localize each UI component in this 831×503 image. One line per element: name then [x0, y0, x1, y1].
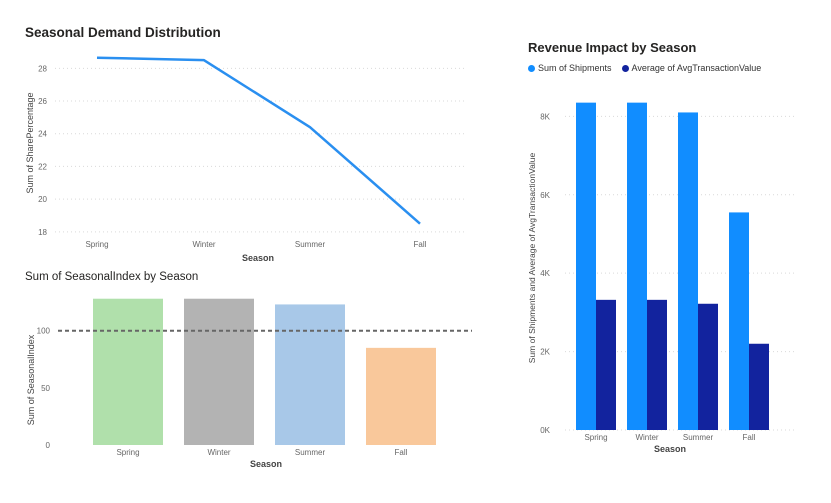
x-tick-label: Summer: [683, 433, 714, 442]
bar-avg-transaction: [596, 299, 616, 430]
y-tick-label: 18: [38, 228, 47, 237]
bar-shipments: [627, 102, 647, 431]
y-tick-label: 0K: [540, 426, 550, 435]
x-tick-label: Winter: [635, 433, 658, 442]
x-axis-title: Season: [654, 444, 686, 454]
x-tick-label: Fall: [395, 448, 408, 457]
x-tick-label: Winter: [207, 448, 230, 457]
y-axis-title: Sum of SeasonalIndex: [26, 334, 36, 425]
y-tick-label: 4K: [540, 269, 550, 278]
clustered-chart-title: Revenue Impact by Season: [528, 40, 697, 55]
line-chart-panel: Seasonal Demand Distribution 18 20 22 24 26 2…: [0, 0, 480, 270]
x-axis-title: Season: [250, 459, 282, 469]
y-tick-label: 6K: [540, 191, 550, 200]
bar-chart-title: Sum of SeasonalIndex by Season: [25, 271, 199, 283]
y-tick-label: 8K: [540, 112, 550, 121]
x-tick-label: Spring: [85, 240, 108, 249]
x-tick-label: Winter: [192, 240, 215, 249]
bar: [93, 298, 163, 445]
bar: [184, 298, 254, 445]
y-axis-title: Sum of SharePercentage: [25, 92, 35, 193]
legend-item-shipments[interactable]: Sum of Shipments: [528, 63, 612, 73]
x-tick-label: Summer: [295, 448, 326, 457]
y-tick-label: 22: [38, 162, 47, 171]
x-tick-label: Fall: [743, 433, 756, 442]
bar: [366, 347, 436, 445]
bar-shipments: [729, 212, 749, 430]
x-tick-label: Spring: [116, 448, 139, 457]
legend-label-avg-transaction: Average of AvgTransactionValue: [631, 63, 762, 73]
y-tick-label: 26: [38, 97, 47, 106]
y-tick-label: 28: [38, 64, 47, 73]
bar: [275, 304, 345, 445]
bar-shipments: [576, 102, 596, 431]
legend-item-avg-transaction[interactable]: Average of AvgTransactionValue: [621, 63, 762, 73]
y-tick-label: 2K: [540, 348, 550, 357]
clustered-chart-legend: Sum of Shipments Average of AvgTransacti…: [528, 63, 761, 73]
bar-chart-panel: Sum of SeasonalIndex by Season 0 50 100 Spr…: [0, 265, 480, 503]
bar-avg-transaction: [698, 303, 718, 430]
line-chart: 18 20 22 24 26 28 Spring Winter Summer Fall Season…: [25, 56, 465, 263]
x-tick-label: Summer: [295, 240, 326, 249]
legend-dot-shipments: [528, 64, 535, 72]
y-tick-label: 0: [46, 441, 51, 450]
x-axis-title: Season: [242, 253, 274, 263]
y-tick-label: 50: [41, 384, 50, 393]
legend-label-shipments: Sum of Shipments: [538, 63, 612, 73]
bar-avg-transaction: [647, 299, 667, 430]
series-line: [96, 56, 421, 225]
y-tick-label: 20: [38, 195, 47, 204]
bar-chart: 0 50 100 Spring Winter Summer Fall Season Sum of…: [26, 298, 472, 469]
y-axis-title: Sum of Shipments and Average of AvgTrans…: [527, 153, 537, 364]
clustered-chart-panel: Revenue Impact by Season Sum of Shipment…: [490, 0, 831, 503]
legend-dot-avg-transaction: [621, 64, 629, 72]
clustered-chart: 0K 2K 4K 6K 8K Spring Winter Summer Fall Season Su…: [527, 102, 795, 454]
x-tick-label: Spring: [584, 433, 607, 442]
line-chart-title: Seasonal Demand Distribution: [25, 25, 221, 40]
bar-avg-transaction: [749, 343, 769, 430]
bar-shipments: [678, 112, 698, 431]
y-tick-label: 100: [37, 327, 51, 336]
y-tick-label: 24: [38, 130, 47, 139]
x-tick-label: Fall: [414, 240, 427, 249]
